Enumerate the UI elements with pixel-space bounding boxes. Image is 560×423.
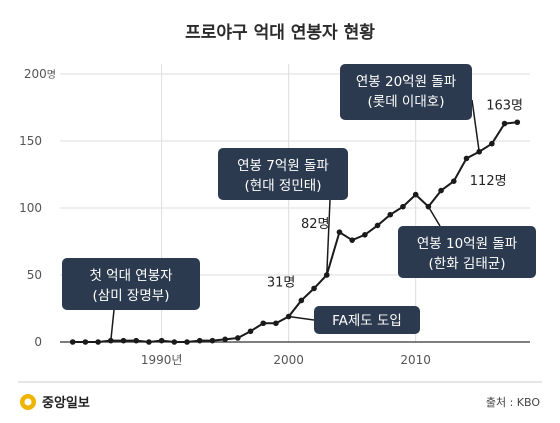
data-point [133,337,140,344]
data-point [311,285,317,292]
data-label: 112명 [470,174,507,189]
data-point [514,119,521,126]
callout-subtitle: (한화 김태균) [429,256,506,272]
callout-leader [288,315,315,321]
data-point [336,229,343,235]
data-point [400,203,406,210]
data-point [196,337,203,344]
callout-leader [326,199,331,276]
y-tick-label: 150 [19,134,42,148]
callout-subtitle: (롯데 이대호) [368,94,445,110]
logo-icon-inner [24,398,32,406]
data-labels: 31명 82명 112명 163명 [267,99,523,291]
data-point [463,155,470,162]
data-point [273,320,279,327]
callout-subtitle: (삼미 장명부) [93,288,170,304]
data-point [374,222,381,229]
callout-box [62,258,200,310]
data-point [235,335,241,341]
data-point [209,337,216,344]
callout-box [340,64,472,120]
x-tick-label: 2000 [273,353,304,367]
x-tick-label: 2010 [400,353,431,367]
data-point [171,339,178,345]
data-point [184,339,190,345]
data-point [362,232,368,238]
data-point [247,328,254,335]
callout-title: 연봉 20억원 돌파 [356,74,457,90]
data-point [450,178,457,184]
y-tick-label: 50 [27,268,42,282]
callout-title: 첫 억대 연봉자 [89,268,173,284]
data-point [222,336,228,343]
data-point [69,339,76,345]
callout-title: 연봉 7억원 돌파 [237,158,329,174]
callout-box [218,148,348,200]
chart-title: 프로야구 억대 연봉자 현황 [185,23,375,43]
y-tick-label: 100 [19,201,42,215]
data-point [489,140,495,147]
data-point [95,339,101,345]
data-point [82,339,89,345]
callout-leader [110,309,115,341]
axes: 0 50 100 150 200명 1990년 2000 2010 [19,67,530,367]
data-point [260,320,267,327]
data-label: 82명 [301,217,330,232]
callout-title: FA제도 도입 [332,313,402,329]
x-tick-label: 1990년 [141,353,183,367]
logo: 중앙일보 [20,394,90,411]
y-tick-label: 200명 [24,67,56,81]
callout-box [314,306,420,334]
data-point [120,337,127,344]
callout-title: 연봉 10억원 돌파 [417,236,518,252]
data-point [146,339,152,345]
callout-subtitle: (현대 정민태) [245,178,322,194]
data-point [387,211,394,218]
callout-leader [427,206,441,227]
data-points [69,119,521,345]
data-point [298,297,305,304]
logo-text: 중앙일보 [42,395,90,411]
data-point [476,148,482,155]
y-tick-unit: 명 [47,69,56,81]
data-label: 31명 [267,275,296,290]
data-point [438,187,444,194]
data-point [412,191,419,198]
data-point [158,337,165,344]
data-point [501,120,508,127]
data-label: 163명 [486,99,523,114]
callouts: 첫 억대 연봉자 (삼미 장명부) FA제도 도입 연봉 7억원 돌파 (현대 정민태)… [62,64,536,334]
callout-leader [471,99,480,152]
data-point [108,337,114,344]
source-note: 출처 : KBO [486,396,541,409]
y-tick-label: 0 [34,335,42,349]
data-point [349,237,355,243]
callout-box [398,226,536,278]
callout-leaders [110,99,480,341]
